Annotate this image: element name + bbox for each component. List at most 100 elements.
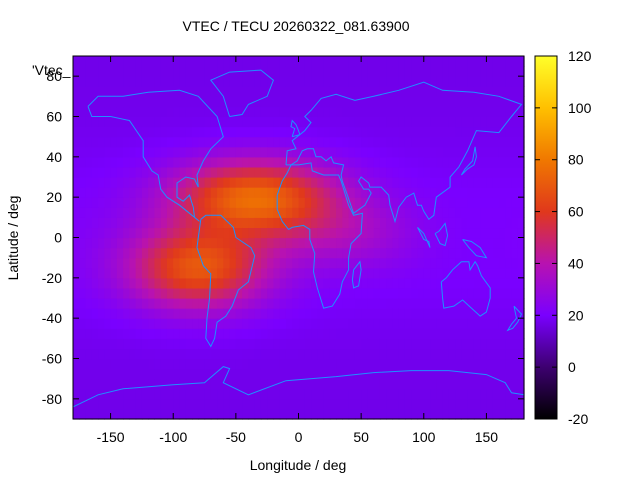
heatmap-cell <box>85 197 93 208</box>
heatmap-cell <box>329 398 337 410</box>
heatmap-cell <box>98 76 105 87</box>
heatmap-cell <box>336 197 343 208</box>
heatmap-cell <box>336 207 343 218</box>
heatmap-cell <box>260 388 268 400</box>
heatmap-cell <box>166 126 174 138</box>
heatmap-cell <box>505 267 513 279</box>
heatmap-cell <box>79 328 87 339</box>
heatmap-cell <box>461 378 469 390</box>
heatmap-cell <box>123 187 130 198</box>
heatmap-cell <box>361 298 368 309</box>
heatmap-cell <box>342 187 350 198</box>
heatmap-cell <box>104 267 112 279</box>
heatmap-cell <box>192 177 199 188</box>
heatmap-cell <box>342 328 350 339</box>
heatmap-cell <box>379 257 387 269</box>
coastline-new-zealand <box>506 305 523 332</box>
heatmap-cell <box>411 277 419 289</box>
heatmap-cell <box>91 227 99 239</box>
heatmap-cell <box>379 86 387 97</box>
heatmap-cell <box>104 76 112 87</box>
heatmap-cell <box>455 237 462 249</box>
heatmap-cell <box>192 56 199 67</box>
heatmap-cell <box>417 66 425 77</box>
heatmap-cell <box>411 217 419 229</box>
heatmap-cell <box>185 368 193 380</box>
heatmap-cell <box>154 237 162 249</box>
heatmap-cell <box>379 177 387 188</box>
heatmap-cell <box>367 146 375 158</box>
heatmap-cell <box>430 358 437 370</box>
heatmap-cell <box>498 177 506 188</box>
heatmap-cell <box>204 166 212 178</box>
heatmap-cell <box>129 267 137 279</box>
heatmap-cell <box>505 116 513 128</box>
heatmap-cell <box>461 368 469 380</box>
coastline-madagascar <box>351 260 362 289</box>
heatmap-cell <box>123 237 130 249</box>
heatmap-cell <box>123 207 130 218</box>
heatmap-cell <box>342 378 350 390</box>
heatmap-cell <box>486 308 494 319</box>
heatmap-cell <box>217 348 224 360</box>
heatmap-cell <box>336 257 343 269</box>
heatmap-cell <box>223 177 231 188</box>
heatmap-cell <box>73 56 80 67</box>
heatmap-cell <box>373 187 381 198</box>
heatmap-cell <box>254 388 262 400</box>
heatmap-cell <box>492 156 500 168</box>
heatmap-cell <box>292 56 300 67</box>
heatmap-cell <box>79 56 87 67</box>
heatmap-cell <box>348 197 356 208</box>
heatmap-cell <box>304 318 312 329</box>
heatmap-cell <box>223 146 231 158</box>
heatmap-cell <box>98 298 105 309</box>
heatmap-cell <box>198 126 206 138</box>
heatmap-cell <box>91 177 99 188</box>
heatmap-cell <box>329 277 337 289</box>
heatmap-cell <box>254 257 262 269</box>
heatmap-cell <box>461 247 469 259</box>
heatmap-cell <box>179 348 187 360</box>
heatmap-cell <box>91 66 99 77</box>
heatmap-cell <box>498 267 506 279</box>
heatmap-cell <box>398 358 406 370</box>
heatmap-cell <box>473 146 481 158</box>
heatmap-cell <box>379 298 387 309</box>
heatmap-cell <box>141 368 149 380</box>
heatmap-cell <box>91 298 99 309</box>
heatmap-cell <box>398 116 406 128</box>
heatmap-cell <box>373 348 381 360</box>
heatmap-cell <box>135 207 143 218</box>
heatmap-cell <box>304 96 312 108</box>
heatmap-cell <box>367 378 375 390</box>
heatmap-cell <box>492 66 500 77</box>
heatmap-cell <box>141 298 149 309</box>
heatmap-cell <box>498 388 506 400</box>
heatmap-cell <box>267 358 275 370</box>
heatmap-cell <box>204 136 212 148</box>
heatmap-cell <box>498 136 506 148</box>
heatmap-cell <box>198 116 206 128</box>
heatmap-cell <box>311 328 318 339</box>
heatmap-cell <box>173 257 181 269</box>
heatmap-cell <box>436 368 444 380</box>
heatmap-cell <box>423 308 431 319</box>
heatmap-cell <box>179 368 187 380</box>
heatmap-cell <box>154 156 162 168</box>
heatmap-cell <box>73 408 80 420</box>
heatmap-cell <box>298 298 306 309</box>
heatmap-cell <box>160 408 168 420</box>
heatmap-cell <box>254 217 262 229</box>
heatmap-cell <box>292 308 300 319</box>
heatmap-cell <box>154 96 162 108</box>
heatmap-cell <box>430 166 437 178</box>
heatmap-cell <box>492 328 500 339</box>
heatmap-cell <box>160 187 168 198</box>
heatmap-cell <box>342 348 350 360</box>
heatmap-cell <box>73 86 80 97</box>
heatmap-cell <box>123 408 130 420</box>
heatmap-cell <box>141 156 149 168</box>
heatmap-cell <box>123 166 130 178</box>
